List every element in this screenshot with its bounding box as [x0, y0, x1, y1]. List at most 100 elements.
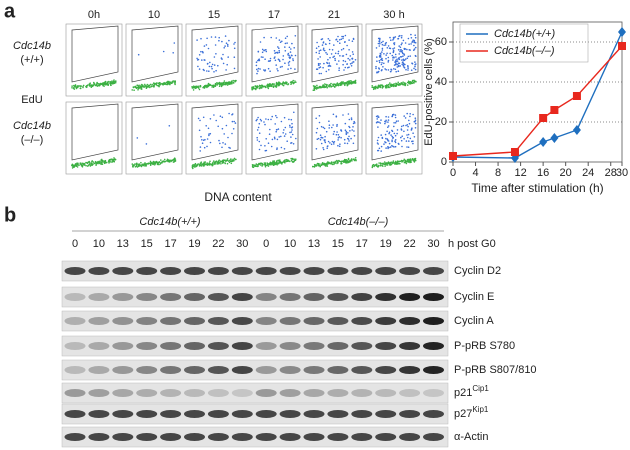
flow-dot [197, 117, 200, 120]
blot-band [423, 433, 444, 441]
flow-dot [380, 59, 382, 61]
blot-band [351, 389, 373, 397]
flow-dot [381, 57, 383, 60]
flow-dot [208, 134, 210, 137]
flow-dot [406, 84, 409, 86]
flow-dot [215, 160, 218, 163]
flow-dot [283, 82, 286, 85]
flow-dot [257, 70, 259, 72]
flow-dot [143, 86, 145, 88]
plot-frame [452, 21, 623, 163]
flow-dot [320, 38, 323, 41]
x-tick-label: 28 [605, 167, 617, 179]
flow-dot [192, 89, 195, 91]
flow-dot [273, 50, 276, 52]
flow-dot [386, 162, 388, 165]
flow-dot [230, 162, 233, 165]
y-tick-label: 60 [435, 36, 447, 48]
flow-dot [294, 80, 296, 82]
blot-band [160, 317, 182, 325]
x-tick-label: 20 [560, 167, 572, 179]
flow-dot [342, 63, 344, 66]
flow-dot [391, 54, 394, 57]
flow-dot [344, 84, 346, 87]
flow-dot [343, 138, 346, 141]
flow-dot [378, 59, 381, 62]
x-tick-label: 12 [514, 167, 526, 179]
flow-dot [273, 163, 276, 166]
lane-label: 0 [263, 238, 269, 250]
blot-band [136, 342, 158, 350]
marker [510, 148, 519, 156]
flow-dot [390, 134, 392, 136]
flow-dot [322, 47, 325, 50]
flow-dot [256, 72, 258, 75]
flow-dot [316, 41, 318, 44]
flow-dot [193, 87, 196, 89]
flow-dot [222, 161, 224, 164]
flow-dot [217, 82, 220, 85]
flow-dot [234, 122, 237, 124]
flow-dot [408, 140, 410, 142]
flow-dot [377, 143, 380, 145]
flow-dot [213, 85, 216, 87]
flow-dot [414, 127, 417, 129]
flow-dot [338, 60, 340, 62]
flow-dot [260, 144, 262, 147]
flow-dot [268, 84, 271, 86]
flow-dot [227, 45, 229, 47]
flow-dot [268, 133, 271, 135]
flow-dot [410, 37, 413, 39]
marker [572, 92, 581, 100]
flow-dot [146, 83, 149, 86]
flow-dot [140, 86, 143, 89]
blot-strip [61, 286, 449, 308]
flow-dot [288, 118, 290, 121]
flow-dot [340, 136, 342, 139]
flow-dot [283, 116, 286, 119]
flow-dot [348, 135, 350, 138]
flow-dot [350, 81, 352, 84]
flow-dot [385, 54, 388, 56]
flow-dot [135, 86, 137, 89]
flow-dot [414, 119, 417, 121]
flow-dot [277, 46, 279, 48]
flow-dot [347, 57, 350, 60]
flow-dot [269, 163, 272, 166]
flow-dot [275, 130, 278, 133]
flow-dot [374, 87, 377, 90]
flow-dot [408, 82, 411, 85]
flow-dot [269, 57, 272, 60]
blot-band [399, 342, 421, 350]
flow-dot [272, 83, 274, 86]
flow-dot [381, 84, 384, 87]
flow-dot [261, 48, 264, 51]
flow-dot [325, 85, 328, 88]
flow-dot [377, 116, 380, 118]
flow-dot [290, 83, 292, 85]
flow-dot [213, 64, 216, 66]
flow-panel [185, 101, 243, 175]
flow-dot [406, 134, 408, 136]
flow-dot [274, 123, 277, 125]
blot-band [399, 293, 421, 301]
flow-dot [396, 132, 398, 135]
flow-dot [382, 162, 385, 165]
lane-label: 13 [308, 238, 320, 250]
flow-dot [384, 141, 386, 143]
flow-dot [397, 38, 399, 40]
flow-dot [401, 135, 404, 137]
flow-dot [83, 163, 85, 165]
flow-dot [375, 165, 378, 167]
flow-dot [394, 63, 397, 66]
flow-dot [383, 62, 385, 65]
flow-dot [392, 160, 395, 162]
flow-dot [133, 164, 135, 167]
flow-dot [329, 56, 331, 59]
flow-dot [226, 84, 229, 86]
flow-dot [192, 165, 194, 167]
flow-dot [326, 86, 329, 89]
flow-dot [221, 116, 224, 119]
flow-dot [285, 81, 287, 83]
timepoint-label: 15 [208, 9, 220, 21]
